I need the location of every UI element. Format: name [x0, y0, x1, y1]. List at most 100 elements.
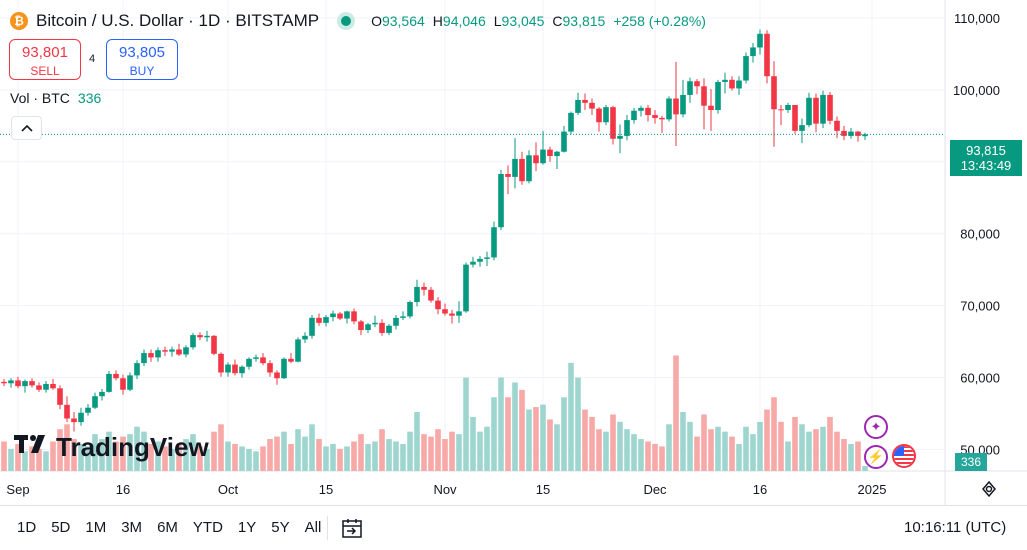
volume-bar [176, 443, 182, 471]
volume-bar [638, 439, 644, 471]
volume-bar [617, 421, 623, 471]
candle-body [141, 353, 147, 364]
symbol-header[interactable]: ₿ Bitcoin / U.S. Dollar · 1D · BITSTAMP … [10, 9, 706, 33]
x-tick-label: 15 [536, 482, 550, 497]
range-ytd[interactable]: YTD [192, 519, 223, 536]
candle-body [631, 110, 637, 121]
volume-bar [92, 434, 98, 471]
candle-body [337, 313, 343, 319]
candle-body [722, 79, 728, 82]
volume-bar [540, 404, 546, 471]
candle-body [379, 322, 385, 333]
candle-body [547, 149, 553, 157]
volume-bar [211, 431, 217, 471]
candle-body [617, 135, 623, 139]
volume-bar [834, 431, 840, 471]
candle-body [589, 102, 595, 109]
candle-body [183, 347, 189, 355]
volume-bar [841, 439, 847, 471]
range-3m[interactable]: 3M [121, 519, 143, 536]
candle-body [148, 353, 154, 358]
candle-body [813, 97, 819, 124]
candle-body [176, 349, 182, 355]
settings-icon [982, 480, 996, 498]
volume-bar [505, 397, 511, 471]
volume-bar [309, 424, 315, 471]
go-to-date-icon[interactable] [340, 516, 364, 540]
tradingview-watermark[interactable]: TradingView [14, 432, 209, 463]
volume-bar [820, 426, 826, 471]
volume-legend[interactable]: Vol · BTC 336 [10, 90, 101, 106]
volume-bar [393, 441, 399, 471]
candle-body [232, 364, 238, 374]
range-1y[interactable]: 1Y [237, 519, 257, 536]
collapse-legend-button[interactable] [11, 116, 42, 140]
ai-sparkle-button[interactable]: ✦ [864, 415, 888, 439]
volume-bar [470, 416, 476, 471]
candle-body [624, 120, 630, 136]
buy-button[interactable]: 93,805 BUY [106, 39, 178, 80]
buy-price: 93,805 [119, 44, 165, 61]
symbol-title[interactable]: Bitcoin / U.S. Dollar · 1D · BITSTAMP [36, 11, 320, 30]
low-value: 93,045 [501, 13, 545, 29]
volume-bar [316, 439, 322, 471]
volume-bar [680, 412, 686, 471]
volume-bar [295, 429, 301, 471]
us-flag-button[interactable] [892, 444, 916, 468]
range-1m[interactable]: 1M [85, 519, 107, 536]
range-all[interactable]: All [304, 519, 322, 536]
volume-bar [484, 426, 490, 471]
candle-body [78, 412, 84, 423]
volume-bar [596, 429, 602, 471]
volume-bar [218, 424, 224, 471]
utc-clock[interactable]: 10:16:11 (UTC) [904, 519, 1007, 536]
candles [1, 29, 868, 432]
x-tick-label: 16 [753, 482, 767, 497]
candle-body [498, 174, 504, 228]
chart-settings-button[interactable] [979, 479, 999, 499]
candle-body [169, 349, 175, 352]
candle-body [603, 107, 609, 123]
volume-bar [512, 382, 518, 471]
volume-bar [526, 409, 532, 471]
candle-body [582, 99, 588, 103]
candle-body [29, 381, 35, 386]
lightning-button[interactable]: ⚡ [864, 445, 888, 469]
candle-body [358, 321, 364, 331]
volume-bar [99, 439, 105, 471]
candle-body [92, 396, 98, 408]
candle-body [204, 335, 210, 338]
candle-body [526, 155, 532, 182]
volume-bar [22, 451, 28, 471]
last-price: 93,815 [966, 143, 1006, 158]
volume-bar [771, 397, 777, 471]
volume-bar [127, 434, 133, 471]
volume-label: Vol · BTC [10, 90, 70, 106]
volume-bar [57, 429, 63, 471]
volume-bar [827, 416, 833, 471]
candle-body [855, 131, 861, 136]
volume-bar [708, 429, 714, 471]
volume-bar [764, 409, 770, 471]
volume-bar [155, 441, 161, 471]
bottom-toolbar: 1D 5D 1M 3M 6M YTD 1Y 5Y All 10:16:11 (U… [0, 505, 1027, 550]
range-5d[interactable]: 5D [51, 519, 71, 536]
volume-bar [386, 439, 392, 471]
volume-bar [575, 377, 581, 471]
candle-body [484, 257, 490, 259]
range-5y[interactable]: 5Y [271, 519, 290, 536]
volume-bar [855, 441, 861, 471]
price-chart[interactable]: 50,00060,00070,00080,00090,000100,000110… [0, 0, 1027, 505]
volume-bar [302, 436, 308, 471]
range-1d[interactable]: 1D [17, 519, 37, 536]
volume-bar [330, 443, 336, 471]
volume-bar [120, 436, 126, 471]
range-6m[interactable]: 6M [157, 519, 178, 536]
sell-button[interactable]: 93,801 SELL [9, 39, 81, 80]
high-value: 94,046 [442, 13, 486, 29]
candle-body [344, 311, 350, 319]
y-tick-label: 60,000 [960, 371, 1000, 386]
spread-value: 4 [89, 53, 96, 65]
volume-bar [351, 441, 357, 471]
volume-bar [414, 412, 420, 471]
